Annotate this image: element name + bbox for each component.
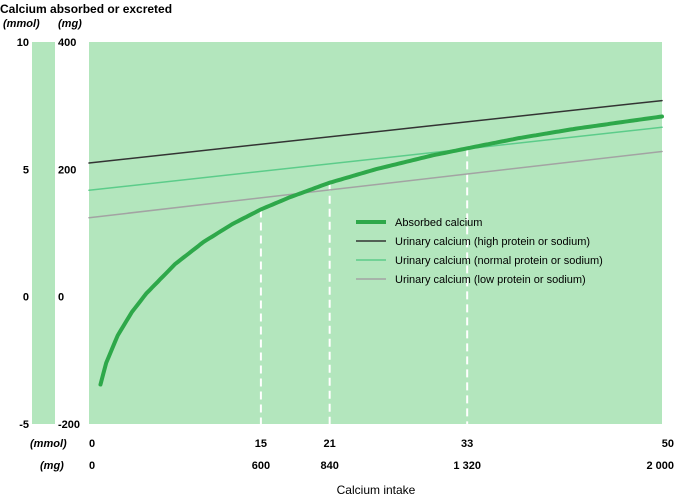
x-tick-mg: 840	[320, 460, 338, 472]
x-tick-mg: 0	[89, 460, 95, 472]
y-tick-mmol: 10	[17, 37, 29, 49]
y-unit-mg: (mg)	[58, 18, 82, 30]
y-tick-mg: 400	[58, 37, 76, 49]
x-tick-mg: 2 000	[646, 460, 674, 472]
x-tick-mmol: 0	[89, 438, 95, 450]
series-line	[88, 150, 663, 219]
x-unit-mg: (mg)	[40, 460, 64, 472]
x-tick-mmol: 50	[662, 438, 674, 450]
legend-label: Urinary calcium (normal protein or sodiu…	[395, 255, 603, 267]
x-tick-mmol: 15	[255, 438, 267, 450]
y-axis-labels: 10 5 0 -5 400 200 0 -200	[17, 37, 80, 431]
legend-label: Urinary calcium (low protein or sodium)	[395, 274, 586, 286]
y-tick-mg: 0	[58, 292, 64, 304]
y-tick-mmol: 0	[23, 292, 29, 304]
y-tick-mg: -200	[58, 419, 80, 431]
y-tick-mmol: 5	[23, 164, 29, 176]
x-tick-mmol: 33	[461, 438, 473, 450]
x-unit-mmol: (mmol)	[30, 438, 67, 450]
series-line	[88, 99, 663, 164]
legend-label: Urinary calcium (high protein or sodium)	[395, 236, 590, 248]
x-tick-mmol: 21	[324, 438, 336, 450]
y-tick-mmol: -5	[19, 419, 29, 431]
series-line	[98, 114, 664, 387]
plot-area	[89, 42, 662, 424]
x-axis-labels: 0 0 15 600 21 840 33 1 320 50 2 000	[89, 438, 674, 472]
legend-label: Absorbed calcium	[395, 217, 482, 229]
y-unit-mmol: (mmol)	[3, 18, 40, 30]
chart-title: Calcium absorbed or excreted	[0, 2, 172, 16]
series-line	[88, 126, 663, 192]
x-tick-mg: 600	[252, 460, 270, 472]
x-tick-mg: 1 320	[453, 460, 481, 472]
intersection-lines	[259, 148, 469, 424]
y-tick-mg: 200	[58, 164, 76, 176]
legend: Absorbed calcium Urinary calcium (high pr…	[356, 217, 603, 286]
series-lines	[88, 99, 664, 387]
axis-band	[32, 42, 55, 424]
x-axis-title: Calcium intake	[337, 483, 416, 497]
